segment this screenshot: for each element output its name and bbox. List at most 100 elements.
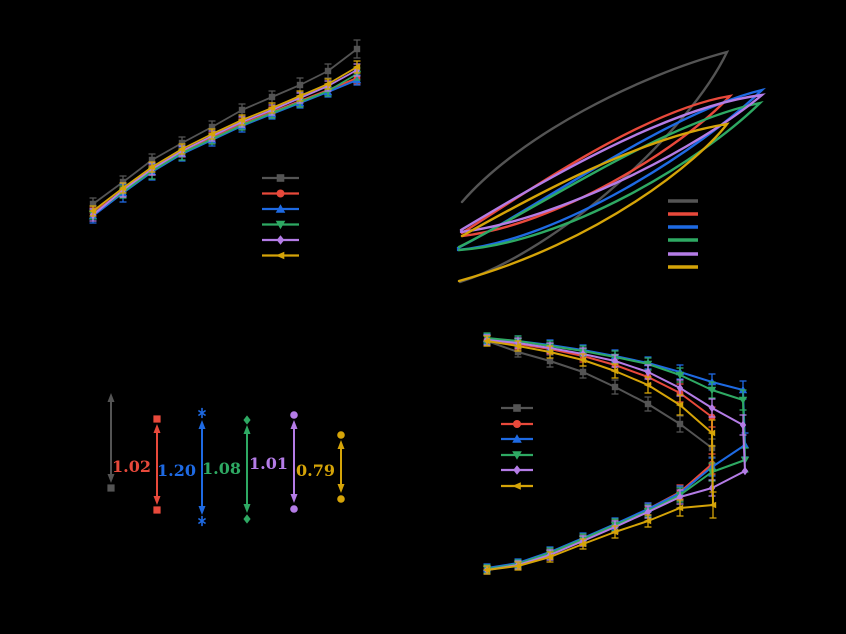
legend (501, 404, 533, 490)
data-point-orange (323, 80, 332, 88)
data-point-orange (482, 566, 491, 574)
arrowhead-down-icon (337, 484, 345, 493)
range-arrow-gray (107, 393, 115, 492)
arrowhead-down-icon (153, 496, 161, 505)
arrowhead-up-icon (243, 425, 251, 434)
data-point-gray (238, 106, 246, 114)
data-point-orange (295, 92, 304, 100)
data-point-purple (644, 367, 652, 377)
data-point-orange (207, 130, 216, 138)
data-point-gray (148, 156, 156, 164)
range-end-marker-purple (290, 505, 298, 513)
data-point-orange (643, 381, 652, 389)
data-point-orange (147, 163, 156, 171)
arrowhead-down-icon (290, 494, 298, 503)
data-point-gray (611, 383, 619, 391)
data-point-gray (324, 67, 332, 75)
data-point-gray (546, 357, 554, 365)
range-end-marker-green (243, 415, 251, 425)
data-point-orange (610, 367, 619, 375)
range-label-orange: 0.79 (296, 461, 335, 480)
legend-marker-red-circle-icon (276, 189, 285, 198)
loop-blue (456, 87, 766, 252)
series-green (88, 67, 362, 220)
series-line-purple (92, 69, 358, 216)
data-point-orange (578, 540, 587, 548)
data-point-orange (578, 356, 587, 364)
range-label-red: 1.02 (112, 457, 151, 476)
loop-gray (458, 50, 730, 284)
series-orange (482, 335, 717, 575)
data-point-orange (267, 104, 276, 112)
data-point-purple (708, 403, 716, 413)
data-point-orange (88, 207, 97, 215)
data-point-gray (296, 81, 304, 89)
range-end-marker-red (153, 415, 161, 423)
data-point-orange (545, 348, 554, 356)
data-point-orange (352, 63, 361, 71)
data-point-orange (675, 401, 684, 409)
arrowhead-down-icon (198, 506, 206, 515)
data-point-gray (353, 45, 361, 53)
range-end-marker-gray (107, 484, 115, 492)
legend-marker-green-triangle-down-icon (275, 220, 286, 230)
data-point-orange (708, 501, 717, 509)
legend-marker-orange-triangle-left-icon (275, 251, 285, 260)
data-point-orange (610, 528, 619, 536)
data-point-gray (89, 200, 97, 208)
data-point-gray (514, 348, 522, 356)
series-blue (88, 74, 362, 224)
loop-green (457, 101, 764, 252)
data-point-orange (643, 517, 652, 525)
series-line-blue (92, 79, 358, 217)
range-end-marker-purple (290, 411, 298, 419)
series-line-orange (92, 66, 358, 212)
plot-top-right (456, 50, 766, 284)
data-point-purple (644, 507, 652, 517)
range-arrow-blue: 1.20 (157, 407, 207, 527)
range-label-green: 1.08 (202, 459, 241, 478)
plot-bottom-left: 1.02 1.20 1.08 1.01 0.79 (107, 393, 345, 527)
range-arrow-green: 1.08 (202, 415, 251, 524)
data-point-green (738, 396, 748, 405)
data-point-orange (675, 504, 684, 512)
range-arrow-orange: 0.79 (296, 431, 345, 503)
range-label-blue: 1.20 (157, 461, 196, 480)
data-point-purple (676, 383, 684, 393)
series-orange (88, 60, 361, 217)
legend-marker-purple-diamond-icon (276, 235, 285, 245)
data-point-purple (739, 420, 747, 430)
data-point-orange (707, 429, 716, 437)
data-point-gray (178, 139, 186, 147)
data-point-orange (545, 553, 554, 561)
arrowhead-down-icon (243, 504, 251, 513)
arrowhead-up-icon (107, 393, 115, 402)
data-point-green (707, 386, 717, 395)
loop-orange (457, 122, 730, 283)
loop-purple (459, 93, 766, 234)
arrowhead-up-icon (153, 424, 161, 433)
arrowhead-down-icon (107, 474, 115, 483)
series-line-purple (486, 339, 746, 571)
series-line-gray (92, 48, 358, 205)
series-line-red (92, 77, 358, 214)
plot-top-left (88, 39, 362, 260)
range-end-marker-blue (197, 407, 207, 419)
range-end-marker-red (153, 506, 161, 514)
legend-marker-orange-triangle-left-icon (512, 482, 521, 490)
legend-marker-blue-triangle-up-icon (275, 204, 286, 213)
series-line-green (92, 73, 358, 215)
data-point-purple (611, 356, 619, 366)
arrowhead-up-icon (198, 420, 206, 429)
range-arrow-purple: 1.01 (249, 411, 298, 513)
legend-marker-red-circle-icon (513, 420, 521, 428)
legend-marker-green-triangle-down-icon (512, 451, 522, 460)
legend-marker-purple-diamond-icon (513, 465, 521, 475)
legend (262, 174, 299, 260)
series-line-orange (486, 340, 714, 571)
data-point-gray (676, 420, 684, 428)
data-point-gray (579, 368, 587, 376)
legend-marker-gray-square-icon (276, 174, 285, 182)
data-point-orange (513, 342, 522, 350)
